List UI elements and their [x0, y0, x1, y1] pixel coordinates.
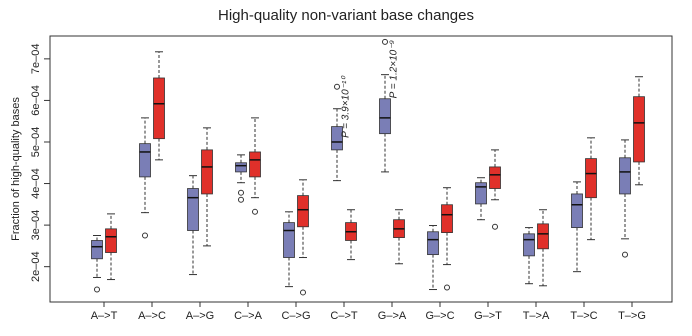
chart-title: High-quality non-variant base changes [218, 7, 474, 24]
box [91, 240, 103, 260]
outlier [300, 289, 306, 296]
y-tick-label: 3e–04 [30, 210, 42, 241]
x-tick-label: T–>G [618, 310, 646, 322]
outlier [238, 196, 244, 203]
box [297, 195, 309, 228]
outlier [94, 286, 100, 293]
outlier [492, 223, 498, 230]
x-tick-label: C–>T [330, 310, 357, 322]
box [571, 193, 583, 229]
box [379, 98, 391, 135]
x-tick-label: T–>A [523, 310, 550, 322]
box [201, 149, 213, 195]
x-tick-label: A–>C [138, 310, 166, 322]
box [235, 162, 247, 173]
box [105, 228, 117, 253]
annotation: P = 3.9×10⁻¹⁰ [341, 75, 352, 138]
y-axis-label: Fraction of high-quality bases [10, 97, 22, 241]
outlier [238, 189, 244, 196]
x-tick-label: A–>T [91, 310, 118, 322]
box [187, 188, 199, 231]
outlier [334, 83, 340, 90]
box [489, 166, 501, 189]
x-tick-label: G–>A [378, 310, 407, 322]
outlier [252, 208, 258, 215]
annotation: P = 1.2×10⁻⁹ [389, 40, 400, 98]
box [283, 222, 295, 258]
outlier [622, 251, 628, 258]
box [331, 126, 343, 151]
box [153, 77, 165, 140]
x-tick-label: G–>C [425, 310, 454, 322]
box [427, 231, 439, 256]
y-tick-label: 6e–04 [30, 85, 42, 116]
outlier [142, 232, 148, 239]
outlier [444, 284, 450, 291]
x-tick-label: T–>C [570, 310, 597, 322]
box [249, 151, 261, 178]
x-tick-label: G–>T [474, 310, 502, 322]
box [139, 143, 151, 178]
y-tick-label: 5e–04 [30, 127, 42, 158]
box [537, 223, 549, 250]
x-tick-label: C–>G [281, 310, 310, 322]
y-tick-label: 4e–04 [30, 168, 42, 199]
box [475, 182, 487, 205]
box [633, 96, 645, 163]
x-tick-label: C–>A [234, 310, 262, 322]
box [619, 157, 631, 195]
plot-frame [49, 35, 673, 303]
y-tick-label: 7e–04 [30, 44, 42, 75]
y-tick-label: 2e–04 [30, 251, 42, 282]
box [523, 233, 535, 257]
x-tick-label: A–>G [186, 310, 214, 322]
box [441, 204, 453, 233]
box [585, 158, 597, 199]
outlier [382, 38, 388, 45]
